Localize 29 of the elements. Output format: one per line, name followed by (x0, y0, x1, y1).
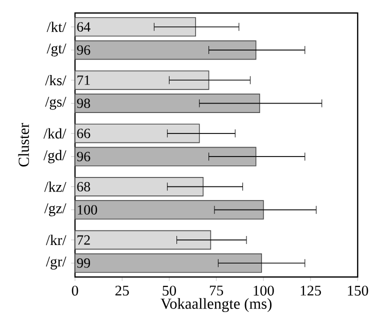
y-tick-label: /kd/ (43, 128, 66, 139)
x-tick-label: 50 (162, 286, 176, 296)
y-tick-label: /gz/ (44, 203, 66, 216)
x-tick-label: 100 (254, 286, 274, 296)
data-label: 99 (77, 258, 90, 268)
x-tick-label: 125 (300, 286, 321, 296)
y-tick-label: /ks/ (45, 75, 66, 86)
y-tick-label: /gr/ (46, 256, 66, 270)
y-tick-label: /gs/ (45, 96, 66, 110)
x-tick-label: 0 (72, 286, 78, 296)
data-label: 96 (77, 152, 90, 162)
x-tick-label: 75 (210, 286, 224, 296)
data-label: 72 (78, 235, 90, 245)
data-label: 64 (77, 22, 90, 32)
data-label: 66 (77, 128, 90, 138)
data-label: 100 (78, 205, 98, 215)
data-label: 96 (77, 45, 90, 55)
data-label: 98 (77, 98, 90, 108)
x-axis-title: Vokaallengte (ms) (160, 298, 272, 312)
y-tick-label: /kr/ (46, 234, 66, 246)
x-tick-label: 25 (115, 286, 129, 296)
data-label: 71 (78, 76, 90, 85)
y-tick-label: /kt/ (46, 22, 66, 32)
y-tick-label: /gd/ (43, 150, 66, 164)
x-tick-label: 150 (348, 286, 368, 296)
y-tick-label: /gt/ (46, 44, 66, 56)
data-label: 68 (77, 182, 90, 192)
y-axis-title: Cluster (18, 122, 29, 167)
y-tick-label: /kz/ (44, 182, 66, 192)
